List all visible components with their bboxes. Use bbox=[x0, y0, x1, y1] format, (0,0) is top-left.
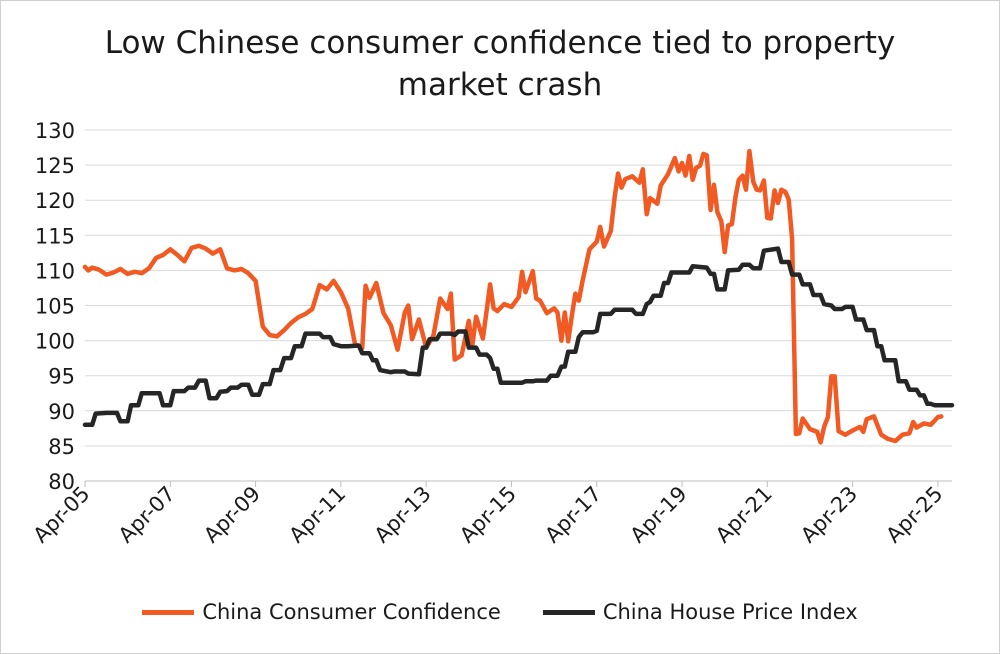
series-line-house-price-index bbox=[82, 246, 955, 428]
y-tick-label: 95 bbox=[48, 365, 75, 389]
x-tick-label: Apr-11 bbox=[284, 482, 350, 548]
chart-title-line-1: Low Chinese consumer confidence tied to … bbox=[104, 25, 896, 61]
y-tick-label: 130 bbox=[35, 119, 75, 143]
x-tick-label: Apr-25 bbox=[881, 482, 947, 548]
chart-title-line-2: market crash bbox=[397, 67, 603, 103]
series-lines bbox=[82, 148, 955, 445]
x-tick-label: Apr-13 bbox=[370, 482, 436, 548]
legend-swatch-consumer-confidence bbox=[142, 609, 195, 615]
x-tick-label: Apr-21 bbox=[711, 482, 777, 548]
chart-title: Low Chinese consumer confidence tied to … bbox=[100, 22, 900, 106]
x-tick-label: Apr-23 bbox=[796, 482, 862, 548]
x-tick-label: Apr-09 bbox=[199, 482, 265, 548]
y-tick-label: 115 bbox=[35, 224, 75, 248]
legend: China Consumer Confidence China House Pr… bbox=[0, 600, 1000, 624]
y-tick-label: 80 bbox=[48, 470, 75, 494]
y-axis-ticks: 80 85 90 95 100 105 110 115 120 125 130 bbox=[35, 119, 75, 494]
y-tick-label: 125 bbox=[35, 154, 75, 178]
y-tick-label: 120 bbox=[35, 189, 75, 213]
x-axis-ticks: Apr-05 Apr-07 Apr-09 Apr-11 Apr-13 Apr-15 Apr-… bbox=[29, 481, 947, 548]
y-tick-label: 85 bbox=[48, 435, 75, 459]
x-tick-label: Apr-19 bbox=[626, 482, 692, 548]
y-tick-label: 90 bbox=[48, 400, 75, 424]
legend-label-consumer-confidence: China Consumer Confidence bbox=[202, 600, 501, 624]
legend-item-consumer-confidence: China Consumer Confidence bbox=[142, 600, 501, 624]
legend-item-house-price-index: China House Price Index bbox=[542, 600, 858, 624]
y-tick-label: 100 bbox=[35, 330, 75, 354]
x-tick-label: Apr-07 bbox=[114, 482, 180, 548]
y-tick-label: 110 bbox=[35, 259, 75, 283]
x-tick-label: Apr-15 bbox=[455, 482, 521, 548]
y-tick-label: 105 bbox=[35, 295, 75, 319]
x-tick-label: Apr-17 bbox=[540, 482, 606, 548]
legend-label-house-price-index: China House Price Index bbox=[602, 600, 858, 624]
series-line-consumer-confidence bbox=[82, 148, 944, 445]
legend-swatch-house-price-index bbox=[542, 609, 595, 615]
